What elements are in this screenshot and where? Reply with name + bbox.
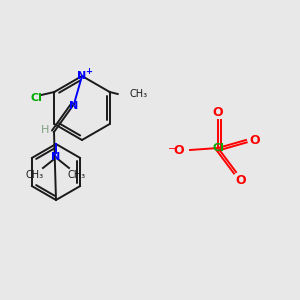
- Text: H: H: [41, 125, 49, 135]
- Text: −: −: [168, 144, 176, 154]
- Text: O: O: [236, 175, 246, 188]
- Text: +: +: [85, 67, 92, 76]
- Text: O: O: [174, 143, 184, 157]
- Text: CH₃: CH₃: [26, 170, 44, 180]
- Text: Cl: Cl: [30, 93, 42, 103]
- Text: CH₃: CH₃: [68, 170, 86, 180]
- Text: Cl: Cl: [212, 143, 224, 153]
- Text: N: N: [51, 152, 61, 162]
- Text: CH₃: CH₃: [130, 89, 148, 99]
- Text: N: N: [77, 71, 87, 81]
- Text: O: O: [250, 134, 260, 146]
- Text: N: N: [69, 101, 79, 111]
- Text: O: O: [213, 106, 223, 119]
